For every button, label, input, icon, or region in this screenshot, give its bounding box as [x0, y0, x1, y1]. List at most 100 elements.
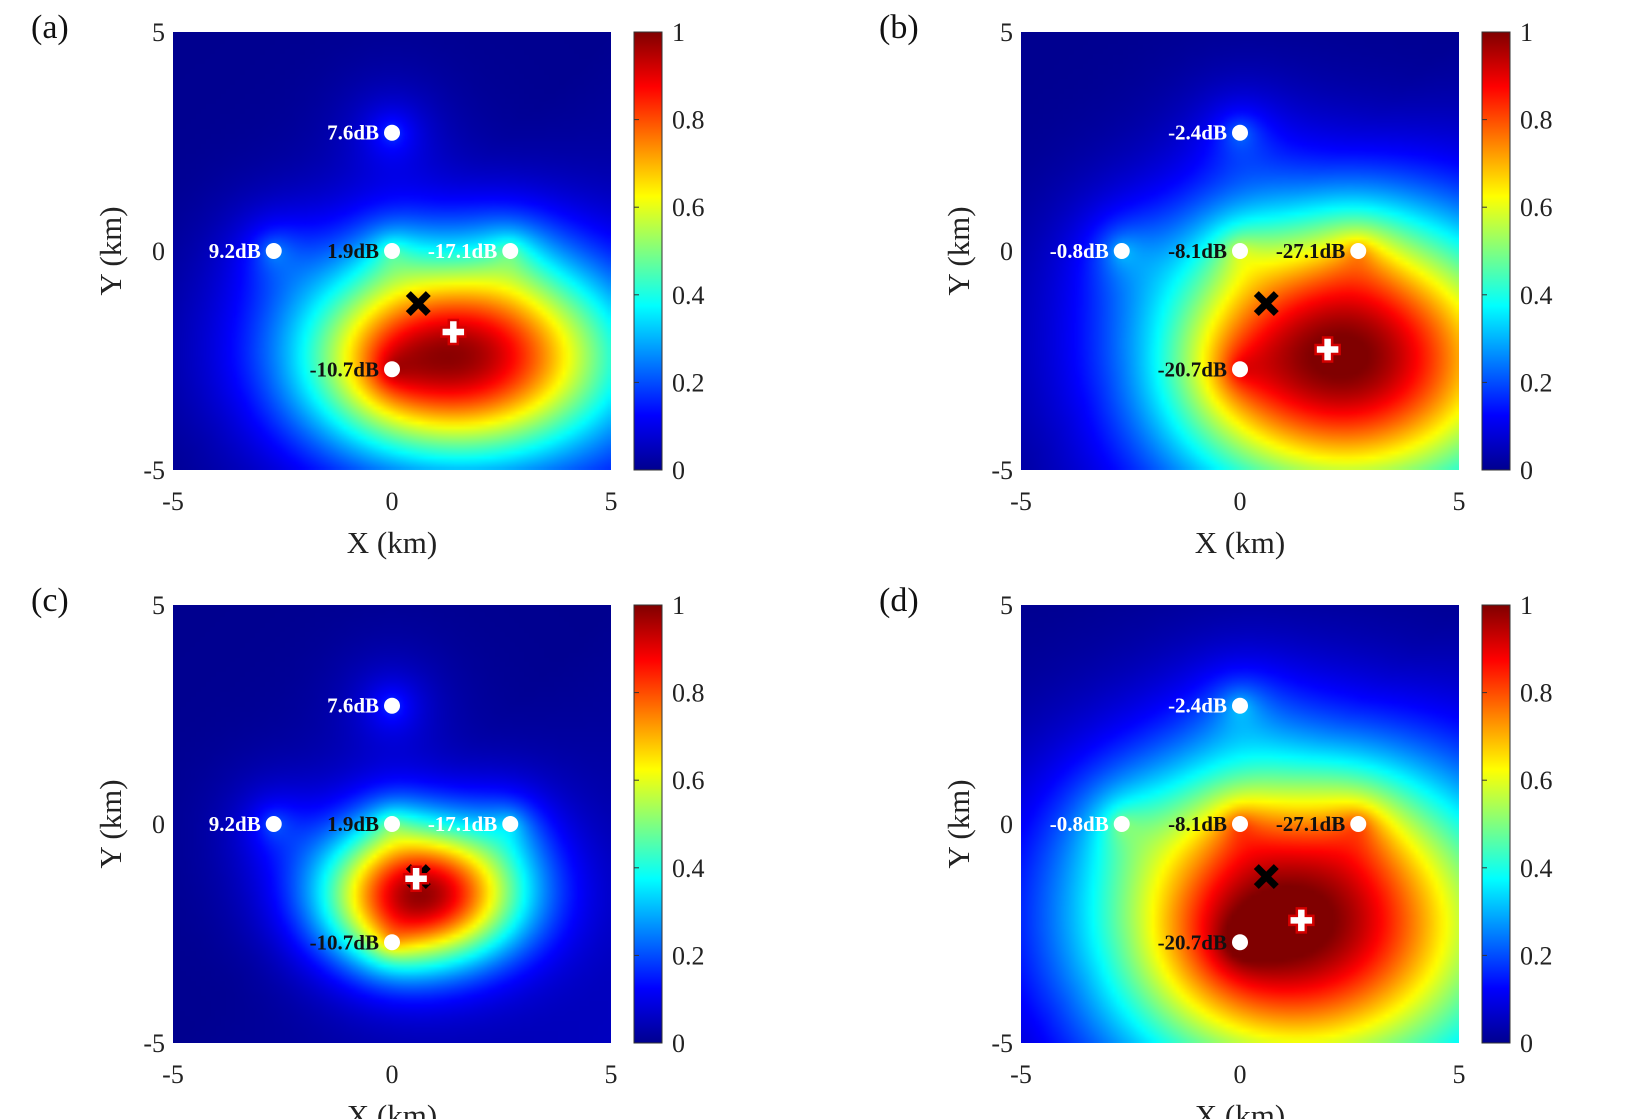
- sensor-marker: [1113, 243, 1130, 259]
- x-axis-label: X (km): [347, 1098, 437, 1119]
- sensor-marker: [1232, 124, 1248, 141]
- sensor-marker: [1232, 934, 1248, 951]
- estimate-marker: [1314, 336, 1341, 363]
- y-tick-label: 5: [152, 18, 165, 47]
- y-tick-label: 0: [1000, 237, 1013, 266]
- sensor-label: -27.1dB: [1276, 239, 1345, 263]
- sensor-label: -0.8dB: [1050, 812, 1109, 836]
- colorbar-tick-label: 0: [1520, 1029, 1533, 1058]
- y-tick-label: -5: [991, 1029, 1013, 1058]
- colorbar-tick-label: 1: [1520, 591, 1533, 620]
- x-tick-label: 0: [386, 1060, 399, 1089]
- panel-1: (a) -5 0 5 5 0 -5 X (km) Y (km) 1 0.8 0.6 0.4 0.2 0 7.6…: [31, 9, 705, 560]
- sensor-label: 7.6dB: [327, 694, 379, 718]
- y-tick-label: 0: [152, 237, 165, 266]
- sensor-label: -2.4dB: [1168, 694, 1227, 718]
- x-tick-label: 0: [1234, 487, 1247, 516]
- sensor-label: -8.1dB: [1168, 239, 1227, 263]
- true-source-marker: [405, 291, 431, 317]
- sensor-marker: [1350, 243, 1367, 259]
- panel-label: (b): [879, 9, 919, 46]
- sensor-label: 1.9dB: [327, 239, 379, 263]
- sensor-label: -2.4dB: [1168, 121, 1227, 145]
- x-axis-label: X (km): [1195, 525, 1285, 560]
- x-tick-label: 5: [605, 487, 618, 516]
- y-axis-label: Y (km): [941, 779, 976, 868]
- colorbar: [633, 604, 663, 1044]
- sensor-marker: [384, 816, 400, 832]
- sensor-marker: [1232, 697, 1248, 714]
- sensor-label: 1.9dB: [327, 812, 379, 836]
- y-tick-label: 5: [152, 591, 165, 620]
- panel-label: (c): [31, 582, 69, 619]
- sensor-label: 9.2dB: [209, 812, 261, 836]
- sensor-label: 9.2dB: [209, 239, 261, 263]
- x-tick-label: 0: [386, 487, 399, 516]
- sensor-label: 7.6dB: [327, 121, 379, 145]
- x-tick-label: 0: [1234, 1060, 1247, 1089]
- sensor-marker: [502, 243, 519, 259]
- sensor-marker: [384, 697, 400, 714]
- x-axis-label: X (km): [1195, 1098, 1285, 1119]
- colorbar-tick-label: 1: [672, 591, 685, 620]
- panel-2: (b) -5 0 5 5 0 -5 X (km) Y (km) 1 0.8 0.6 0.4 0.2 0 -2.…: [879, 9, 1553, 560]
- y-tick-label: 0: [152, 810, 165, 839]
- sensor-marker: [502, 816, 519, 832]
- colorbar-tick-label: 1: [1520, 18, 1533, 47]
- colorbar-tick-label: 0: [672, 456, 685, 485]
- colorbar-tick-label: 0.8: [672, 679, 705, 708]
- sensor-marker: [384, 124, 400, 141]
- colorbar: [633, 31, 663, 471]
- sensor-label: -27.1dB: [1276, 812, 1345, 836]
- colorbar-tick-label: 0.4: [1520, 281, 1553, 310]
- true-source-marker: [1253, 864, 1279, 890]
- colorbar-tick-label: 1: [672, 18, 685, 47]
- sensor-label: -17.1dB: [428, 812, 497, 836]
- sensor-marker: [384, 243, 400, 259]
- y-axis-label: Y (km): [93, 779, 128, 868]
- sensor-marker: [1350, 816, 1367, 832]
- colorbar-tick-label: 0.6: [672, 193, 705, 222]
- colorbar-tick-label: 0.2: [672, 941, 705, 970]
- y-tick-label: -5: [143, 456, 165, 485]
- colorbar-tick-label: 0.8: [672, 106, 705, 135]
- sensor-label: -10.7dB: [310, 930, 379, 954]
- y-axis-label: Y (km): [941, 206, 976, 295]
- estimate-marker: [1288, 907, 1315, 934]
- sensor-label: -20.7dB: [1158, 930, 1227, 954]
- estimate-marker: [440, 318, 467, 346]
- x-tick-label: -5: [1010, 487, 1032, 516]
- sensor-label: -0.8dB: [1050, 239, 1109, 263]
- x-axis-label: X (km): [347, 525, 437, 560]
- y-tick-label: 0: [1000, 810, 1013, 839]
- sensor-marker: [1113, 816, 1130, 832]
- sensor-label: -8.1dB: [1168, 812, 1227, 836]
- sensor-marker: [265, 816, 282, 832]
- colorbar-tick-label: 0: [672, 1029, 685, 1058]
- panel-3: (c) -5 0 5 5 0 -5 X (km) Y (km) 1 0.8 0.6 0.4 0.2 0 7.6…: [31, 582, 705, 1119]
- estimate-marker: [402, 865, 430, 892]
- sensor-marker: [265, 243, 282, 259]
- colorbar-tick-label: 0.2: [672, 368, 705, 397]
- y-axis-label: Y (km): [93, 206, 128, 295]
- x-tick-label: -5: [1010, 1060, 1032, 1089]
- x-tick-label: 5: [1453, 1060, 1466, 1089]
- sensor-marker: [384, 361, 400, 378]
- colorbar-tick-label: 0.6: [1520, 766, 1553, 795]
- panel-4: (d) -5 0 5 5 0 -5 X (km) Y (km) 1 0.8 0.6 0.4 0.2 0 -2.…: [879, 582, 1553, 1119]
- x-tick-label: 5: [1453, 487, 1466, 516]
- colorbar-tick-label: 0.8: [1520, 106, 1553, 135]
- panel-label: (a): [31, 9, 69, 46]
- sensor-label: -17.1dB: [428, 239, 497, 263]
- x-tick-label: -5: [162, 1060, 184, 1089]
- panel-label: (d): [879, 582, 919, 619]
- y-tick-label: 5: [1000, 18, 1013, 47]
- colorbar-tick-label: 0.4: [672, 854, 705, 883]
- colorbar-tick-label: 0.8: [1520, 679, 1553, 708]
- colorbar-tick-label: 0.2: [1520, 368, 1553, 397]
- y-tick-label: -5: [143, 1029, 165, 1058]
- sensor-marker: [1232, 816, 1248, 832]
- sensor-label: -20.7dB: [1158, 357, 1227, 381]
- colorbar-tick-label: 0.2: [1520, 941, 1553, 970]
